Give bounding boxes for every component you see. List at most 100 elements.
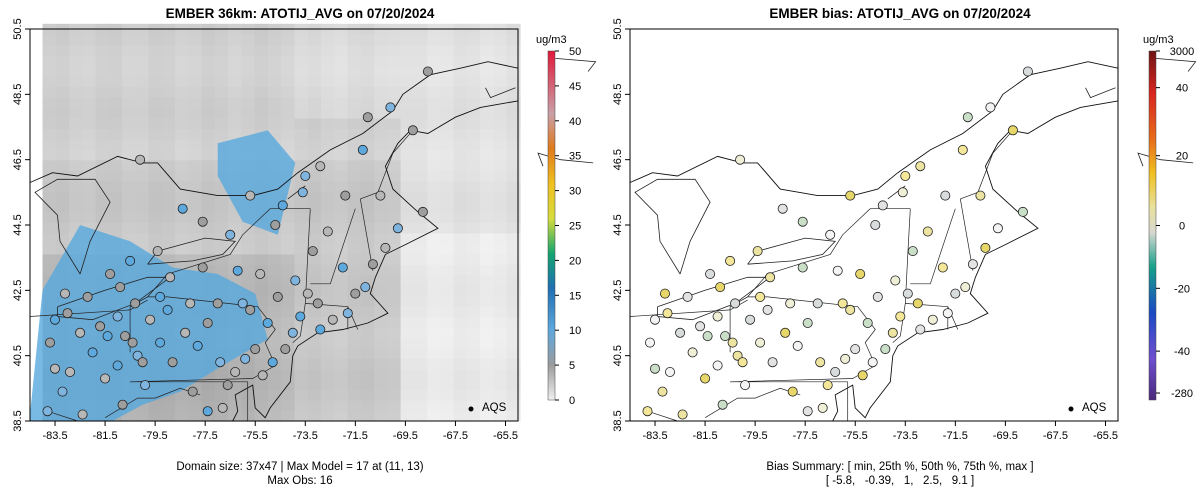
model-grid-cell <box>307 55 322 67</box>
model-grid-cell <box>374 138 388 150</box>
model-grid-cell <box>69 180 83 192</box>
model-grid-cell <box>480 149 495 161</box>
model-grid-cell <box>387 117 402 129</box>
model-grid-cell <box>201 191 216 203</box>
concentration-map: -83.5 -81.5 -79.5 -77.5 -75.5 -73.5 -71.5 -69.5… <box>12 18 597 442</box>
model-grid-cell <box>188 138 203 150</box>
model-grid-cell <box>466 347 481 359</box>
model-grid-cell <box>294 389 309 401</box>
model-grid-cell <box>466 400 481 412</box>
model-grid-cell <box>427 86 442 98</box>
model-grid-cell <box>254 410 269 422</box>
model-grid-cell <box>466 295 481 307</box>
concentration-colorbar-tick-label: 50 <box>569 46 581 58</box>
concentration-y-tick-label: 44.5 <box>12 214 24 235</box>
bias-monitor-site <box>962 112 973 123</box>
model-grid-cell <box>122 159 136 171</box>
model-grid-cell <box>321 243 335 255</box>
model-grid-cell <box>254 379 269 391</box>
model-grid-cell <box>201 170 216 182</box>
concentration-monitor-site <box>117 399 128 410</box>
model-grid-cell <box>108 55 123 67</box>
model-grid-cell <box>42 44 57 56</box>
model-grid-cell <box>506 191 521 203</box>
model-grid-cell <box>268 295 282 307</box>
model-grid-cell <box>294 222 309 234</box>
model-grid-cell <box>374 306 388 318</box>
model-grid-cell <box>228 400 243 412</box>
model-grid-cell <box>387 410 402 422</box>
model-grid-cell <box>321 232 335 244</box>
model-grid-cell <box>360 358 375 370</box>
model-grid-cell <box>506 170 521 182</box>
model-grid-cell <box>480 285 495 297</box>
model-grid-cell <box>268 400 282 412</box>
model-grid-cell <box>466 96 481 108</box>
concentration-monitor-site <box>125 255 136 266</box>
model-grid-cell <box>506 379 521 391</box>
concentration-monitor-site <box>270 219 281 230</box>
model-grid-cell <box>307 326 322 338</box>
model-grid-cell <box>321 128 335 140</box>
model-grid-cell <box>69 44 83 56</box>
model-grid-cell <box>453 243 468 255</box>
model-grid-cell <box>400 201 415 213</box>
model-grid-cell <box>307 44 322 56</box>
model-grid-cell <box>387 368 402 380</box>
model-grid-cell <box>135 149 150 161</box>
model-grid-cell <box>427 170 442 182</box>
model-grid-cell <box>400 159 415 171</box>
bias-monitor-site <box>645 337 656 348</box>
model-grid-cell <box>55 96 70 108</box>
model-grid-cell <box>281 316 296 328</box>
concentration-monitor-site <box>45 337 56 348</box>
model-grid-cell <box>321 149 335 161</box>
model-grid-cell <box>254 347 269 359</box>
model-grid-cell <box>466 211 481 223</box>
model-grid-cell <box>268 96 282 108</box>
model-grid-cell <box>42 253 57 265</box>
model-grid-cell <box>135 138 150 150</box>
model-grid-cell <box>334 379 349 391</box>
model-grid-cell <box>347 232 362 244</box>
model-grid-cell <box>122 107 136 119</box>
model-grid-cell <box>42 55 57 67</box>
model-grid-cell <box>214 76 229 88</box>
model-grid-cell <box>413 117 428 129</box>
model-grid-cell <box>453 149 468 161</box>
model-grid-cell <box>427 243 442 255</box>
bias-monitor-site <box>735 154 746 165</box>
model-grid-cell <box>334 326 349 338</box>
model-grid-cell <box>294 107 309 119</box>
model-grid-cell <box>347 107 362 119</box>
model-grid-cell <box>135 180 150 192</box>
model-grid-cell <box>413 191 428 203</box>
model-grid-cell <box>122 34 136 46</box>
bias-monitor-site <box>792 340 803 351</box>
model-grid-cell <box>42 117 57 129</box>
model-grid-cell <box>321 117 335 129</box>
model-grid-cell <box>82 159 97 171</box>
model-grid-cell <box>281 368 296 380</box>
model-grid-cell <box>281 128 296 140</box>
model-grid-cell <box>440 44 455 56</box>
model-grid-cell <box>108 138 123 150</box>
model-grid-cell <box>493 170 508 182</box>
bias-monitor-site <box>927 314 938 325</box>
model-grid-cell <box>387 55 402 67</box>
model-grid-cell <box>122 96 136 108</box>
model-grid-cell <box>95 34 110 46</box>
model-grid-cell <box>466 65 481 77</box>
model-grid-cell <box>400 264 415 276</box>
model-grid-cell <box>347 170 362 182</box>
model-grid-cell <box>148 400 163 412</box>
model-grid-cell <box>175 222 189 234</box>
concentration-monitor-site <box>202 406 213 417</box>
model-grid-cell <box>480 86 495 98</box>
model-grid-cell <box>374 159 388 171</box>
model-grid-cell <box>413 159 428 171</box>
concentration-colorbar-tick-label: 5 <box>569 360 575 372</box>
model-grid-cell <box>294 201 309 213</box>
concentration-monitor-site <box>340 190 351 201</box>
model-grid-cell <box>201 138 216 150</box>
